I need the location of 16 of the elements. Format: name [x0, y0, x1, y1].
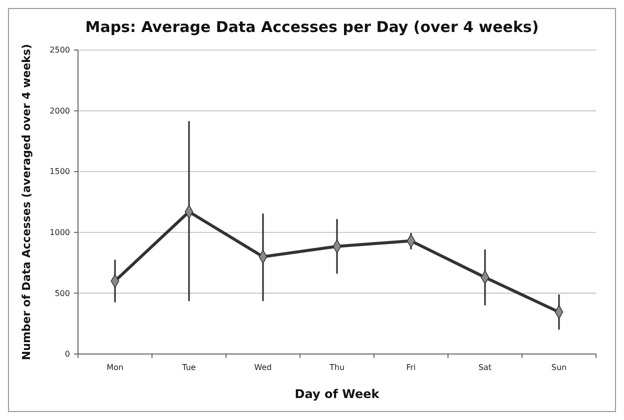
chart-title: Maps: Average Data Accesses per Day (over 4 weeks) [85, 18, 539, 36]
x-axis-title: Day of Week [294, 387, 380, 401]
x-tick-label: Wed [254, 363, 272, 372]
y-tick-label: 2500 [50, 46, 70, 55]
x-tick-label: Thu [328, 363, 345, 372]
y-tick-label: 500 [54, 288, 70, 298]
y-tick-label: 1000 [50, 228, 70, 237]
y-tick-label: 0 [64, 350, 70, 359]
y-tick-label: 1500 [50, 167, 70, 176]
y-tick-label: 2000 [50, 106, 70, 116]
x-tick-label: Mon [106, 363, 124, 372]
y-axis-title: Number of Data Accesses (averaged over 4 weeks) [20, 44, 33, 360]
x-tick-label: Tue [181, 363, 196, 372]
x-tick-label: Sat [478, 363, 492, 372]
x-tick-label: Fri [406, 363, 416, 372]
x-tick-label: Sun [551, 363, 567, 372]
